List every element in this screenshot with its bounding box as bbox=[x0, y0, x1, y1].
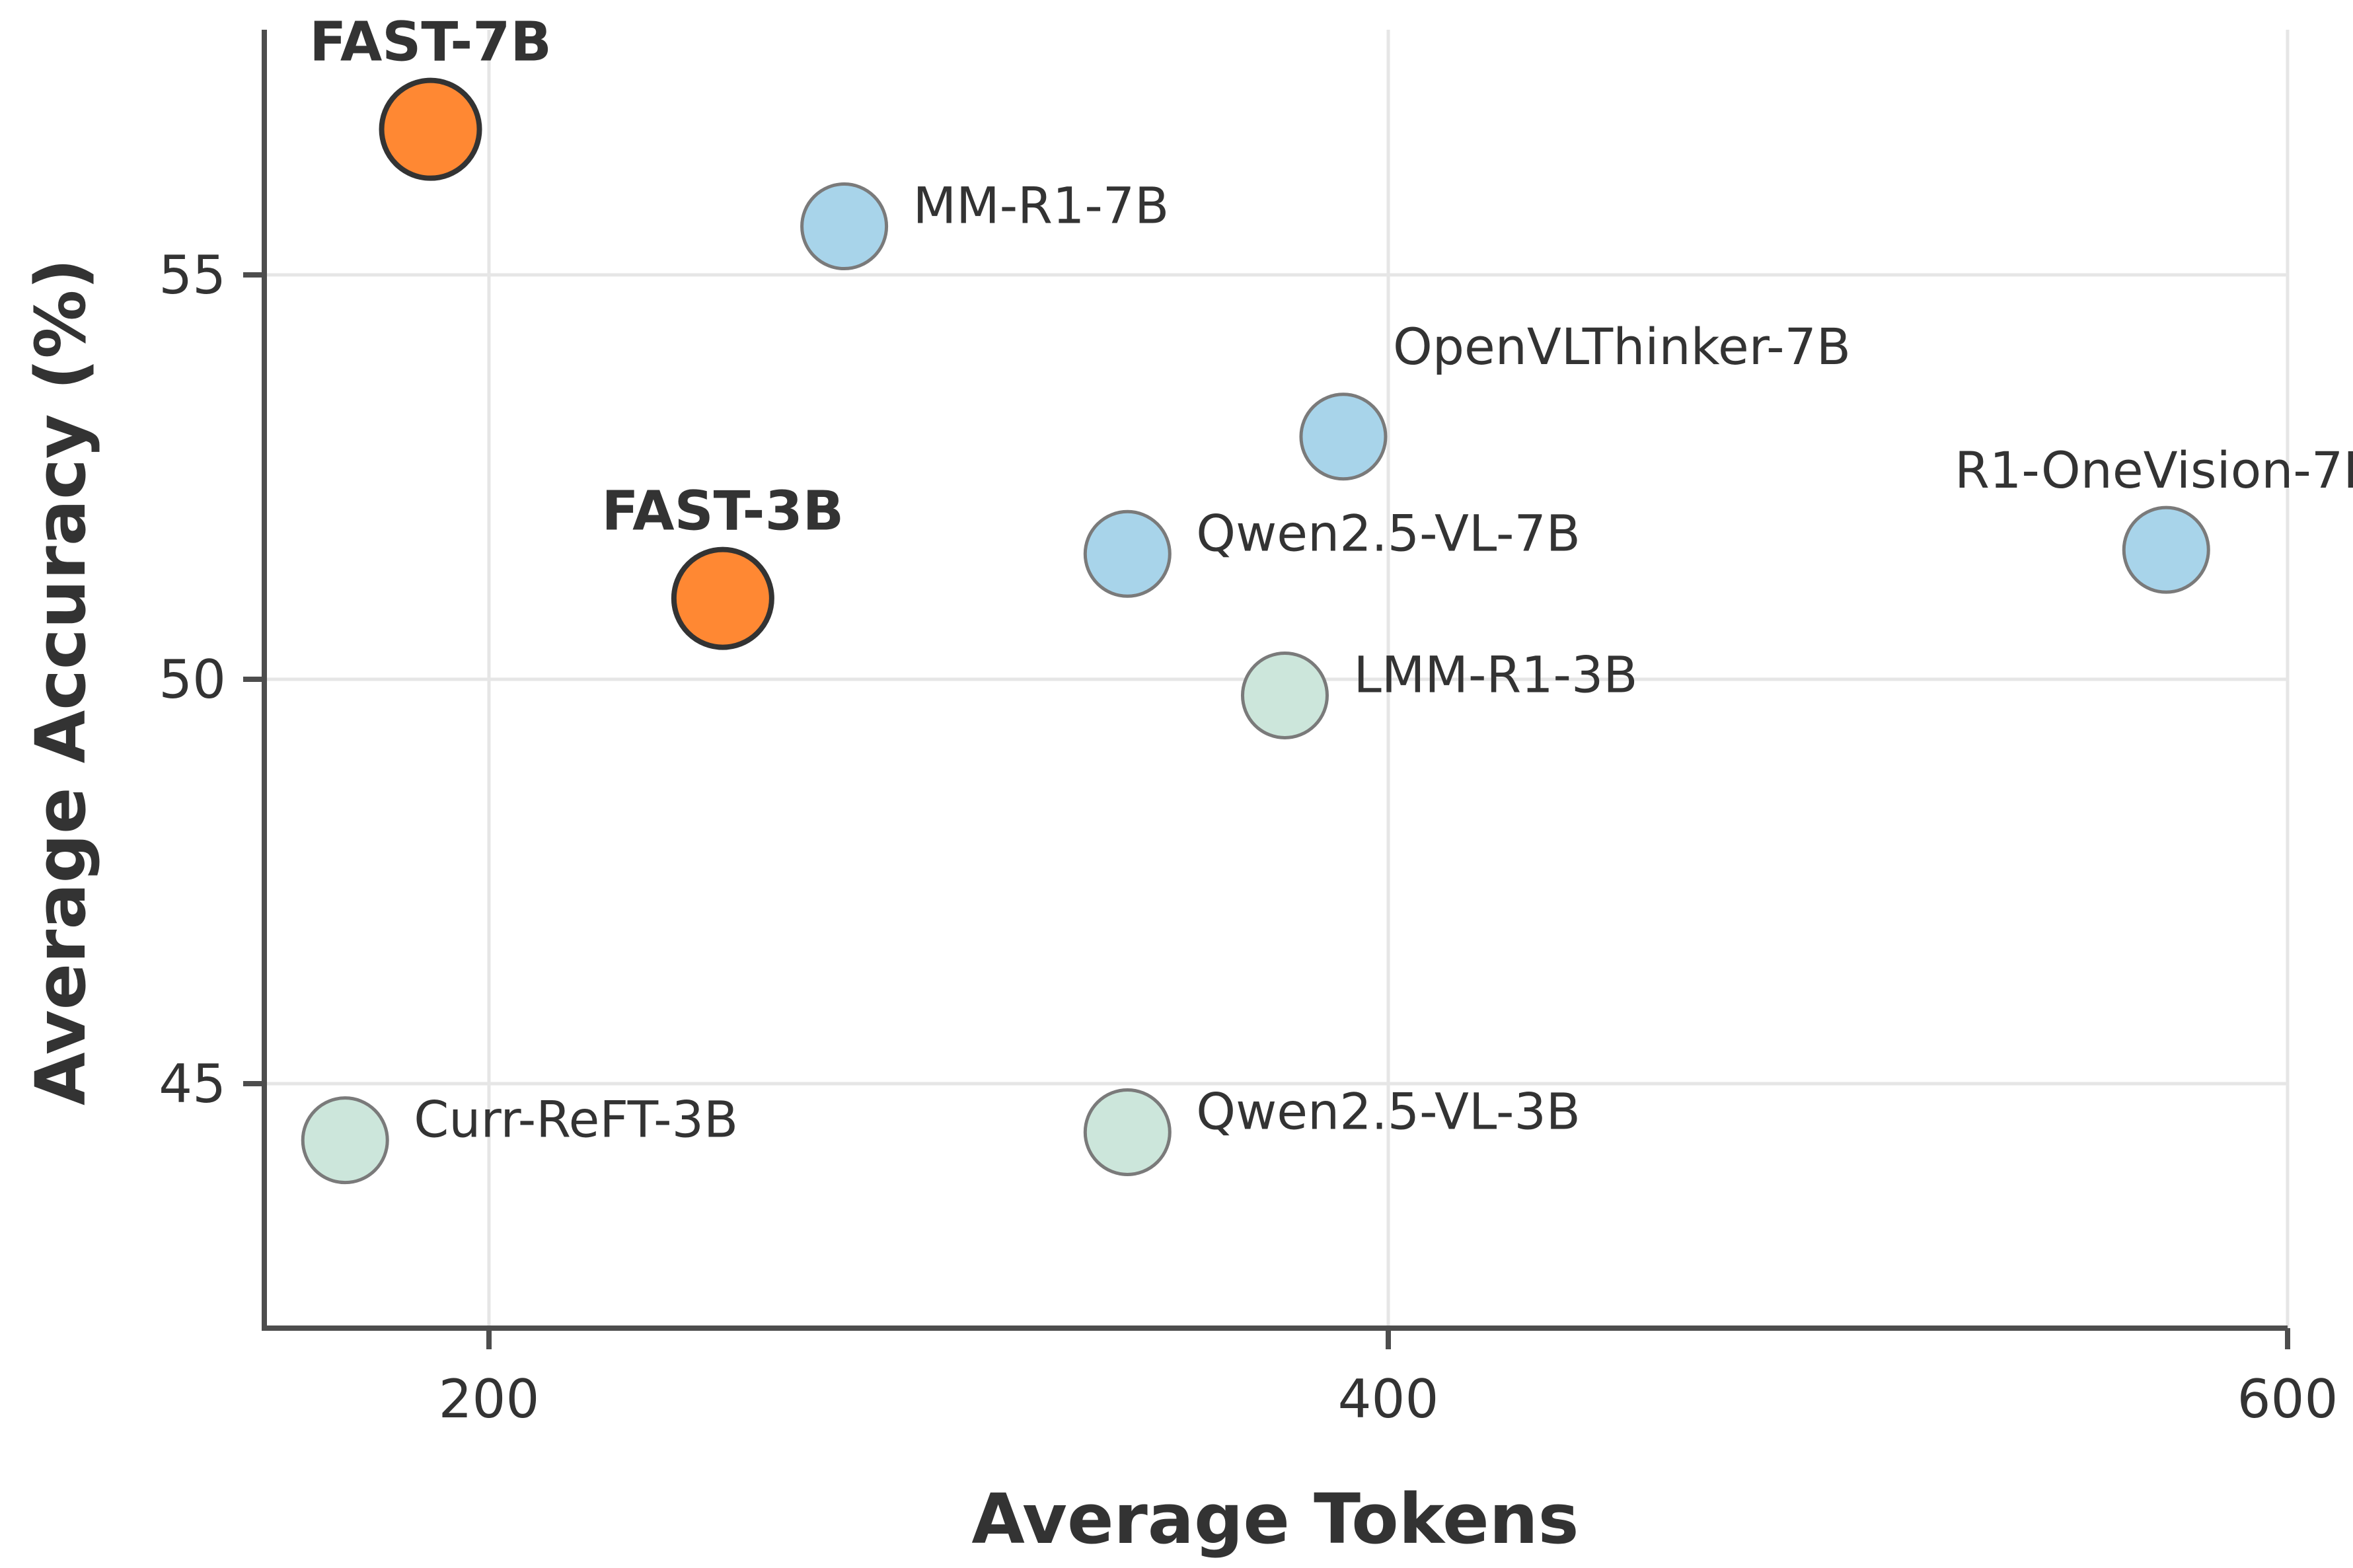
point-label-qwen2-5-vl-7b: Qwen2.5-VL-7B bbox=[1196, 504, 1581, 562]
point-lmm-r1-3b bbox=[1240, 651, 1329, 739]
point-label-fast-7b: FAST-7B bbox=[309, 11, 552, 74]
point-label-mm-r1-7b: MM-R1-7B bbox=[913, 176, 1170, 235]
data-points bbox=[301, 77, 2210, 1185]
point-label-qwen2-5-vl-3b: Qwen2.5-VL-3B bbox=[1196, 1082, 1581, 1140]
point-qwen2-5-vl-7b bbox=[1083, 509, 1172, 598]
point-mm-r1-7b bbox=[800, 182, 889, 271]
x-tick-label-600: 600 bbox=[2237, 1368, 2338, 1430]
point-fast-7b bbox=[379, 77, 482, 181]
axis-ticks: 200 400 600 45 50 55 bbox=[159, 244, 2338, 1430]
x-tick-label-400: 400 bbox=[1338, 1368, 1439, 1430]
point-label-lmm-r1-3b: LMM-R1-3B bbox=[1353, 645, 1637, 704]
point-label-r1-onevision-7b: R1-OneVision-7B bbox=[1955, 441, 2353, 500]
y-axis-title: Average Accuracy (%) bbox=[20, 258, 101, 1105]
point-openvlthinker-7b bbox=[1299, 392, 1388, 481]
point-fast-3b bbox=[671, 546, 774, 650]
point-label-fast-3b: FAST-3B bbox=[602, 480, 844, 543]
point-label-curr-reft-3b: Curr-ReFT-3B bbox=[414, 1090, 738, 1149]
point-qwen2-5-vl-3b bbox=[1083, 1088, 1172, 1176]
y-tick-label-50: 50 bbox=[159, 649, 226, 710]
point-r1-onevision-7b bbox=[2122, 505, 2210, 594]
x-tick-label-200: 200 bbox=[439, 1368, 540, 1430]
x-axis-title: Average Tokens bbox=[971, 1479, 1579, 1559]
y-tick-label-45: 45 bbox=[159, 1053, 226, 1115]
point-curr-reft-3b bbox=[301, 1096, 389, 1185]
point-labels: FAST-7B MM-R1-7B OpenVLThinker-7B R1-OneVis… bbox=[309, 11, 2353, 1149]
point-label-openvlthinker-7b: OpenVLThinker-7B bbox=[1393, 317, 1851, 376]
y-tick-label-55: 55 bbox=[159, 244, 226, 306]
